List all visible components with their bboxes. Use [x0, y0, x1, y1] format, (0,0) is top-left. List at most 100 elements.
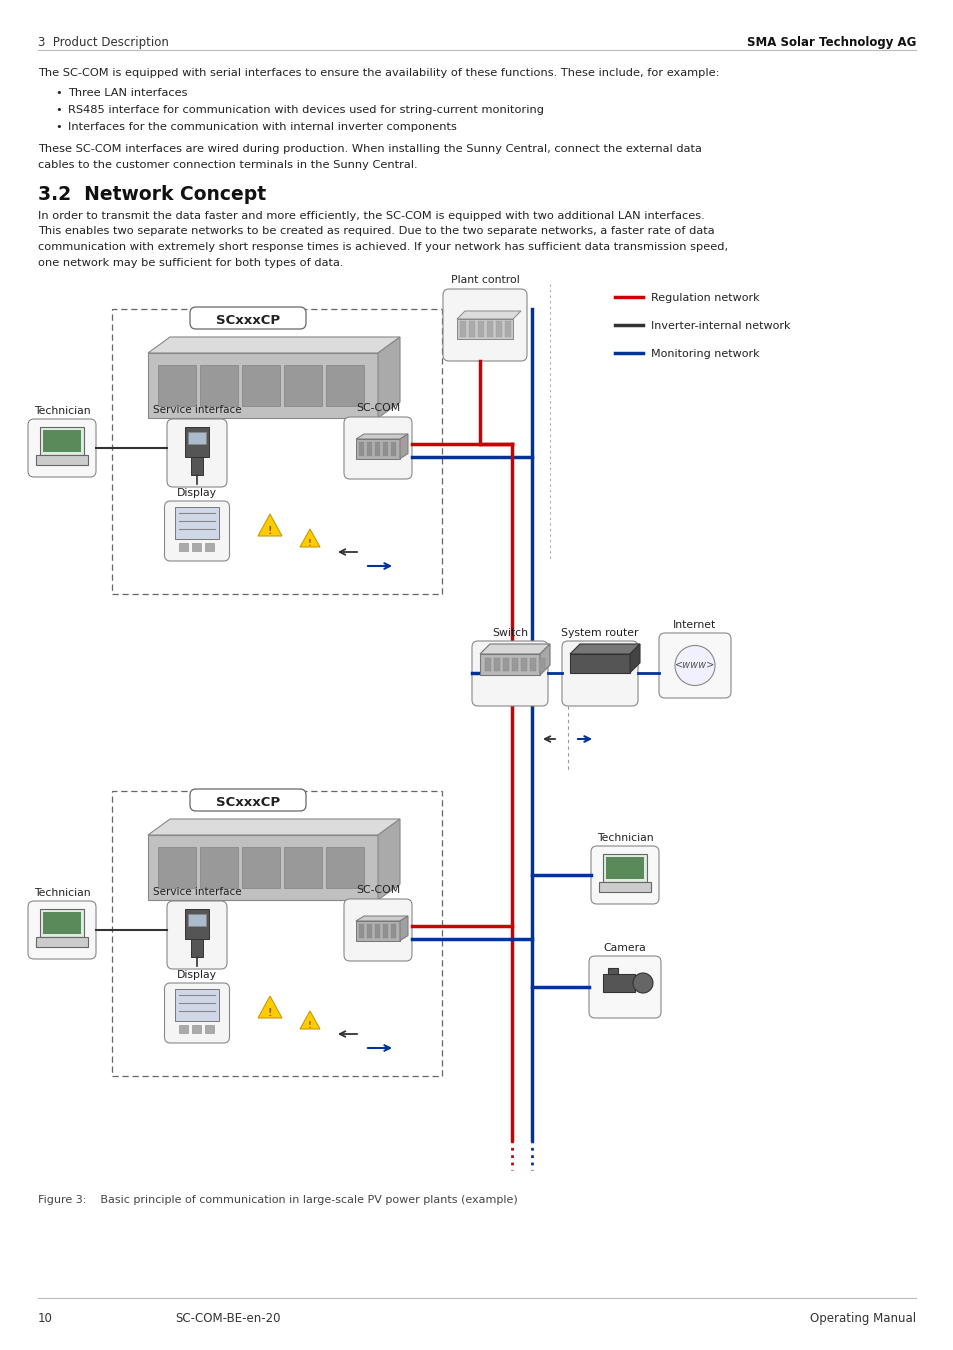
Text: 3.2  Network Concept: 3.2 Network Concept	[38, 185, 266, 204]
Polygon shape	[257, 996, 282, 1018]
Bar	[382, 441, 388, 455]
Text: !: !	[308, 1021, 312, 1030]
FancyBboxPatch shape	[659, 633, 730, 698]
Polygon shape	[569, 644, 639, 653]
Bar	[192, 543, 201, 551]
Circle shape	[675, 645, 714, 686]
Bar	[205, 1025, 213, 1033]
Bar	[43, 431, 81, 452]
Bar	[191, 458, 203, 475]
Bar	[148, 836, 377, 900]
FancyBboxPatch shape	[164, 501, 230, 562]
Bar	[158, 364, 195, 406]
Bar	[477, 321, 483, 336]
Text: This enables two separate networks to be created as required. Due to the two sep: This enables two separate networks to be…	[38, 227, 714, 236]
Text: Three LAN interfaces: Three LAN interfaces	[68, 88, 188, 97]
Bar	[242, 364, 280, 406]
Text: Technician: Technician	[596, 833, 653, 842]
Text: Inverter-internal network: Inverter-internal network	[650, 321, 790, 331]
Text: Technician: Technician	[33, 888, 91, 898]
FancyBboxPatch shape	[190, 788, 306, 811]
Text: The SC-COM is equipped with serial interfaces to ensure the availability of thes: The SC-COM is equipped with serial inter…	[38, 68, 719, 78]
Bar	[382, 923, 388, 938]
Bar	[358, 441, 364, 455]
Bar	[326, 364, 364, 406]
FancyBboxPatch shape	[190, 306, 306, 329]
Bar	[112, 791, 441, 1076]
Text: These SC-COM interfaces are wired during production. When installing the Sunny C: These SC-COM interfaces are wired during…	[38, 144, 701, 154]
FancyBboxPatch shape	[561, 641, 638, 706]
Bar	[205, 543, 213, 551]
Bar	[112, 309, 441, 594]
Text: Camera: Camera	[603, 944, 646, 953]
Bar	[40, 427, 84, 455]
FancyBboxPatch shape	[28, 418, 96, 477]
Bar	[391, 441, 395, 455]
Bar	[375, 441, 379, 455]
Polygon shape	[539, 644, 550, 675]
Bar	[179, 543, 188, 551]
Polygon shape	[377, 819, 399, 900]
Bar	[469, 321, 475, 336]
Text: System router: System router	[560, 628, 639, 639]
Bar	[284, 846, 322, 888]
Text: SC-COM: SC-COM	[355, 404, 399, 413]
Polygon shape	[399, 433, 408, 459]
Bar	[148, 352, 377, 418]
FancyBboxPatch shape	[164, 983, 230, 1044]
FancyBboxPatch shape	[167, 900, 227, 969]
Text: In order to transmit the data faster and more efficiently, the SC-COM is equippe: In order to transmit the data faster and…	[38, 211, 704, 221]
Bar	[191, 940, 203, 957]
Polygon shape	[355, 917, 408, 921]
Bar	[391, 923, 395, 938]
Text: Display: Display	[177, 971, 216, 980]
Text: Display: Display	[177, 487, 216, 498]
Bar	[602, 973, 635, 992]
Text: Interfaces for the communication with internal inverter components: Interfaces for the communication with in…	[68, 123, 456, 132]
Bar	[459, 321, 465, 336]
Bar	[502, 657, 509, 671]
Text: •: •	[55, 88, 62, 97]
Text: Technician: Technician	[33, 406, 91, 416]
Bar	[242, 846, 280, 888]
Bar	[355, 439, 399, 459]
Bar	[496, 321, 501, 336]
Text: 3  Product Description: 3 Product Description	[38, 36, 169, 49]
Bar	[504, 321, 511, 336]
Bar	[479, 653, 539, 675]
Bar	[598, 882, 650, 892]
Bar	[40, 909, 84, 937]
Bar	[200, 846, 237, 888]
Bar	[43, 913, 81, 934]
FancyBboxPatch shape	[344, 899, 412, 961]
Polygon shape	[399, 917, 408, 941]
Bar	[355, 921, 399, 941]
Bar	[200, 364, 237, 406]
Bar	[179, 1025, 188, 1033]
Text: Switch: Switch	[492, 628, 527, 639]
Text: RS485 interface for communication with devices used for string-current monitorin: RS485 interface for communication with d…	[68, 105, 543, 115]
Polygon shape	[377, 338, 399, 418]
Bar	[185, 427, 209, 458]
Text: SMA Solar Technology AG: SMA Solar Technology AG	[746, 36, 915, 49]
Bar	[358, 923, 364, 938]
FancyBboxPatch shape	[167, 418, 227, 487]
Bar	[188, 432, 206, 444]
Bar	[375, 923, 379, 938]
Polygon shape	[148, 819, 399, 836]
Polygon shape	[629, 644, 639, 672]
Bar	[284, 364, 322, 406]
Text: Monitoring network: Monitoring network	[650, 350, 759, 359]
Polygon shape	[257, 514, 282, 536]
Text: !: !	[268, 1008, 272, 1018]
Text: Regulation network: Regulation network	[650, 293, 759, 302]
Bar	[607, 968, 618, 973]
Polygon shape	[148, 338, 399, 352]
Bar	[185, 909, 209, 940]
Bar	[512, 657, 517, 671]
Text: SCxxxCP: SCxxxCP	[215, 315, 280, 327]
Text: Operating Manual: Operating Manual	[809, 1312, 915, 1324]
Text: !: !	[268, 526, 272, 536]
FancyBboxPatch shape	[588, 956, 660, 1018]
Bar	[158, 846, 195, 888]
